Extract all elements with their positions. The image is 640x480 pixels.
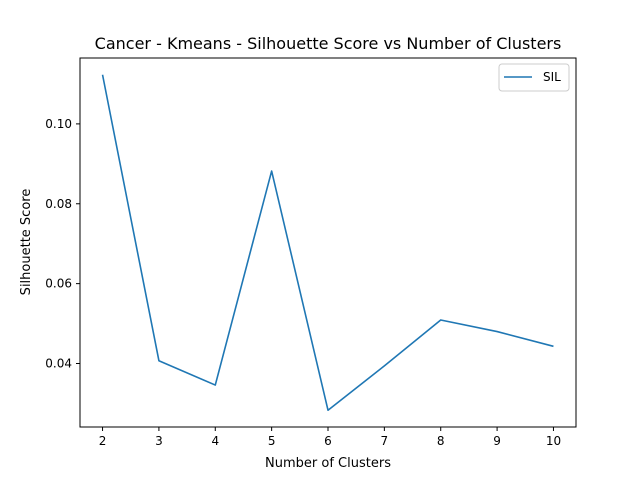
x-tick-label: 4: [211, 434, 219, 448]
x-tick-label: 2: [99, 434, 107, 448]
x-axis-label: Number of Clusters: [265, 456, 391, 471]
y-tick-label: 0.04: [45, 357, 72, 371]
legend-box: [498, 63, 570, 92]
y-axis-label: Silhouette Score: [19, 189, 34, 296]
series-line-sil: [101, 74, 554, 412]
x-tick-label: 3: [155, 434, 163, 448]
x-tick-label: 10: [546, 434, 561, 448]
x-tick-label: 6: [324, 434, 332, 448]
x-tick-label: 8: [437, 434, 445, 448]
x-tick-label: 5: [268, 434, 276, 448]
plot-frame: [79, 57, 577, 428]
chart-title: Cancer - Kmeans - Silhouette Score vs Nu…: [95, 34, 562, 53]
y-axis: 0.04 0.06 0.08 0.10: [45, 117, 80, 371]
plot-area: 2 3 4 5 6 7 8 9 10 0.04 0.06 0.08 0.10: [45, 57, 577, 448]
legend-label-sil: SIL: [543, 70, 561, 84]
x-tick-label: 9: [493, 434, 501, 448]
x-axis: 2 3 4 5 6 7 8 9 10: [99, 427, 561, 448]
x-tick-label: 7: [381, 434, 389, 448]
y-tick-label: 0.06: [45, 277, 72, 291]
legend: SIL: [498, 63, 570, 92]
series-layer: [101, 74, 554, 412]
y-tick-label: 0.08: [45, 197, 72, 211]
y-tick-label: 0.10: [45, 117, 72, 131]
